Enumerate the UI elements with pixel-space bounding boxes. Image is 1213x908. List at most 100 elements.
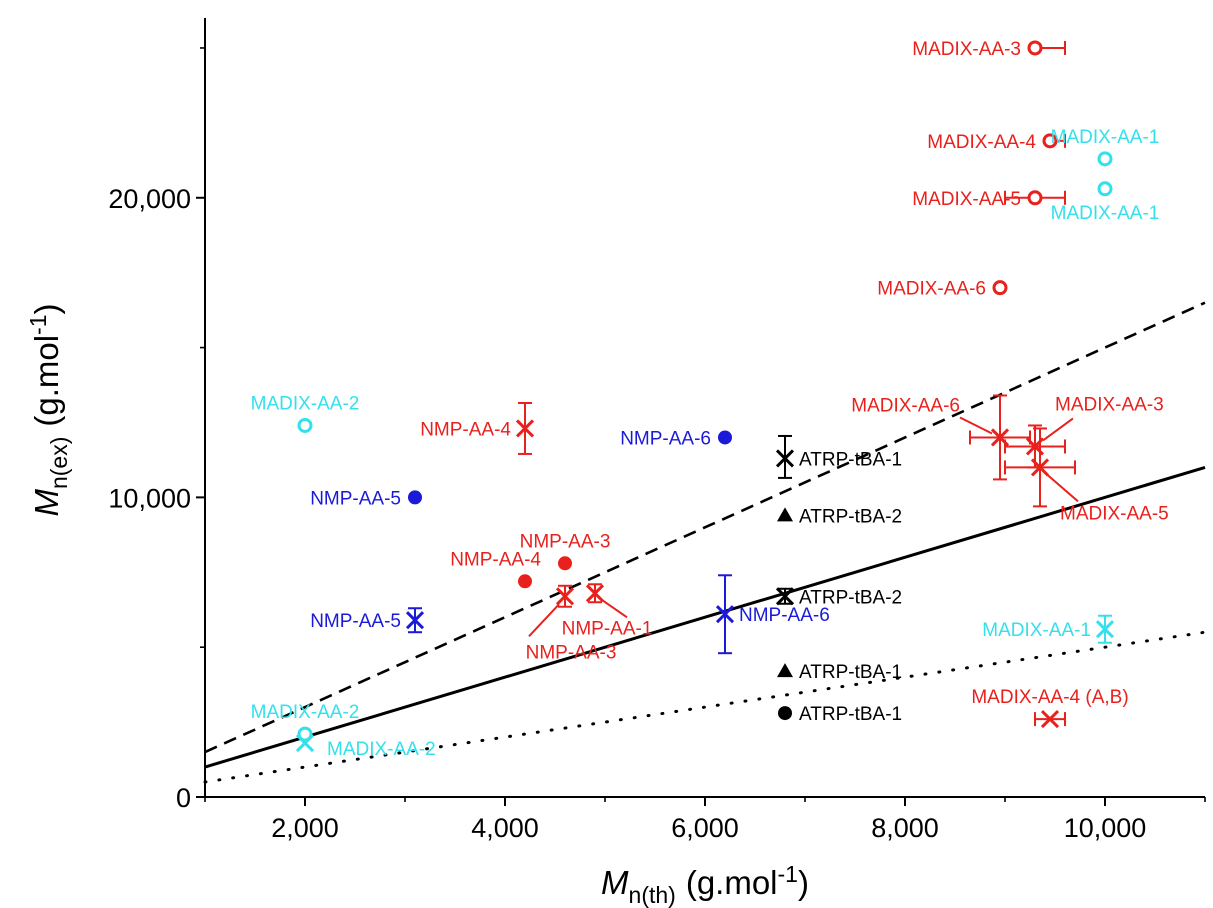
- marker-filled-circle: [518, 574, 532, 589]
- marker-cross: [1030, 458, 1050, 477]
- marker-open-circle: [1027, 190, 1043, 206]
- point-label: NMP-AA-4: [450, 549, 541, 570]
- point-label: ATRP-tBA-1: [799, 662, 902, 683]
- marker-filled-circle: [408, 490, 422, 505]
- point-label: NMP-AA-6: [620, 428, 711, 449]
- x-axis-close: ): [798, 864, 809, 901]
- marker-open-circle: [297, 726, 313, 742]
- label-leader-line: [959, 416, 993, 435]
- marker-open-circle: [992, 280, 1008, 296]
- label-leader-line: [528, 603, 560, 637]
- data-point: ATRP-tBA-1: [777, 662, 902, 683]
- data-point: NMP-AA-1: [562, 583, 653, 639]
- point-label: MADIX-AA-1: [1051, 127, 1160, 148]
- x-axis-symbol: M: [601, 864, 629, 901]
- x-tick-label: 2,000: [271, 813, 339, 843]
- point-label: MADIX-AA-2: [251, 702, 360, 723]
- data-point: MADIX-AA-4 (A,B): [971, 687, 1129, 729]
- data-point: NMP-AA-3: [526, 584, 617, 663]
- label-leader-line: [1047, 474, 1079, 503]
- reference-lines: [203, 301, 1207, 784]
- marker-cross: [295, 734, 315, 753]
- data-point: MADIX-AA-2: [295, 734, 436, 760]
- marker-open-circle: [1042, 133, 1058, 149]
- data-point: ATRP-tBA-1: [775, 434, 902, 479]
- point-label: NMP-AA-3: [526, 642, 617, 663]
- point-label: NMP-AA-1: [562, 618, 653, 639]
- point-label: MADIX-AA-6: [851, 395, 960, 416]
- point-label: MADIX-AA-4: [927, 132, 1036, 153]
- point-label: NMP-AA-5: [310, 488, 401, 509]
- x-tick-label: 6,000: [671, 813, 739, 843]
- y-axis-close: ): [28, 303, 65, 314]
- point-label: NMP-AA-4: [420, 419, 511, 440]
- data-point: NMP-AA-4: [420, 402, 535, 455]
- data-point: NMP-AA-6: [620, 428, 732, 449]
- data-point: MADIX-AA-3: [912, 39, 1066, 60]
- point-label: ATRP-tBA-1: [799, 449, 902, 470]
- label-leader-line: [600, 598, 628, 619]
- y-axis-exponent: -1: [25, 314, 51, 334]
- data-point: ATRP-tBA-2: [775, 587, 902, 608]
- marker-open-circle: [1097, 151, 1113, 167]
- marker-cross: [1095, 620, 1115, 639]
- point-label: NMP-AA-3: [520, 531, 611, 552]
- point-label: MADIX-AA-2: [251, 393, 360, 414]
- data-point: NMP-AA-5: [310, 607, 425, 634]
- data-point: MADIX-AA-5: [1004, 427, 1169, 524]
- marker-cross: [555, 587, 575, 606]
- data-point: NMP-AA-4: [450, 549, 541, 589]
- data-point: MADIX-AA-1: [1051, 127, 1160, 167]
- marker-filled-triangle: [777, 507, 793, 522]
- data-point: MADIX-AA-1: [982, 614, 1115, 644]
- data-point: MADIX-AA-6: [851, 394, 1031, 481]
- point-label: ATRP-tBA-2: [799, 587, 902, 608]
- data-point: ATRP-tBA-1: [778, 704, 902, 725]
- marker-filled-circle: [718, 430, 732, 445]
- ticks: 2,000 4,000 6,000 8,000 10,000 0 10,000 20,000: [108, 47, 1206, 843]
- marker-cross: [715, 605, 735, 624]
- marker-filled-circle: [558, 556, 572, 571]
- y-axis-symbol: M: [28, 489, 65, 517]
- data-point: NMP-AA-5: [310, 488, 422, 509]
- data-point: NMP-AA-6: [715, 574, 830, 655]
- data-point: MADIX-AA-3: [1004, 394, 1164, 469]
- marker-cross: [1040, 710, 1060, 729]
- data-point: MADIX-AA-1: [1051, 181, 1160, 224]
- label-leader-line: [1042, 417, 1074, 442]
- marker-cross: [775, 449, 795, 468]
- point-label: MADIX-AA-3: [912, 39, 1021, 60]
- marker-cross: [515, 419, 535, 438]
- point-label: NMP-AA-6: [739, 605, 830, 626]
- marker-open-circle: [1097, 181, 1113, 197]
- point-label: NMP-AA-5: [310, 611, 401, 632]
- marker-cross: [775, 587, 795, 606]
- x-axis-subscript: n(th): [629, 882, 676, 908]
- point-label: MADIX-AA-5: [1060, 503, 1169, 524]
- point-label: MADIX-AA-5: [912, 189, 1021, 210]
- y-tick-label: 10,000: [108, 483, 191, 513]
- marker-open-circle: [297, 417, 313, 433]
- data-point: MADIX-AA-5: [912, 189, 1066, 210]
- point-label: MADIX-AA-3: [1055, 394, 1164, 415]
- reference-line-dotted: [203, 630, 1207, 784]
- x-axis-exponent: -1: [778, 861, 798, 887]
- point-label: MADIX-AA-4 (A,B): [971, 687, 1128, 708]
- data-point: MADIX-AA-2: [251, 393, 360, 433]
- y-axis-title: Mn(ex) (g.mol-1): [25, 303, 72, 516]
- marker-filled-triangle: [777, 663, 793, 678]
- y-axis-subscript: n(ex): [46, 437, 72, 489]
- point-label: MADIX-AA-6: [877, 279, 986, 300]
- x-tick-label: 8,000: [871, 813, 939, 843]
- data-point: MADIX-AA-6: [877, 279, 1008, 300]
- data-point: MADIX-AA-4: [927, 132, 1066, 153]
- y-tick-label: 20,000: [108, 184, 191, 214]
- x-axis-unit: (g.mol: [686, 864, 778, 901]
- marker-open-circle: [1027, 40, 1043, 56]
- x-axis-title: Mn(th) (g.mol-1): [601, 861, 809, 908]
- data-point: MADIX-AA-2: [251, 702, 360, 742]
- marker-cross: [405, 611, 425, 630]
- point-label: ATRP-tBA-1: [799, 704, 902, 725]
- point-label: MADIX-AA-1: [1051, 203, 1160, 224]
